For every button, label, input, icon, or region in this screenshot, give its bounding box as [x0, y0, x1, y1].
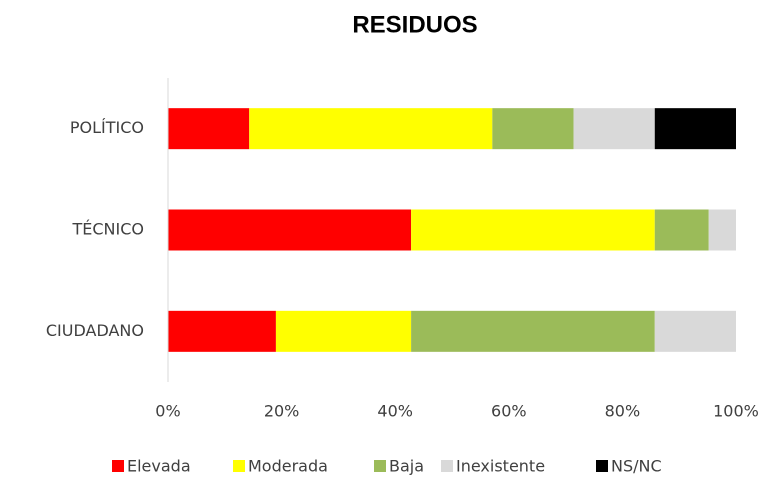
- x-tick-label: 0%: [155, 402, 180, 421]
- legend-label: NS/NC: [611, 457, 662, 476]
- legend-swatch: [374, 460, 386, 472]
- bar-segment: [654, 209, 709, 251]
- y-tick-label: TÉCNICO: [71, 220, 144, 239]
- bar-segment: [708, 209, 736, 251]
- x-tick-label: 20%: [264, 402, 300, 421]
- bar-segment: [654, 310, 736, 352]
- chart-title: RESIDUOS: [352, 11, 477, 38]
- legend-swatch: [596, 460, 608, 472]
- bar-segment: [168, 209, 412, 251]
- y-tick-label: CIUDADANO: [46, 321, 144, 340]
- bar-segment: [411, 310, 655, 352]
- legend-swatch: [233, 460, 245, 472]
- bar-segment: [492, 108, 574, 150]
- bar-segment: [411, 209, 655, 251]
- x-tick-label: 100%: [713, 402, 759, 421]
- bar-segment: [654, 108, 736, 150]
- legend-label: Inexistente: [456, 457, 545, 476]
- legend-swatch: [441, 460, 453, 472]
- legend-label: Elevada: [127, 457, 191, 476]
- bar-segment: [168, 310, 276, 352]
- legend-label: Moderada: [248, 457, 328, 476]
- bar-segment: [573, 108, 655, 150]
- x-tick-label: 40%: [377, 402, 413, 421]
- y-tick-label: POLÍTICO: [70, 118, 144, 137]
- x-tick-label: 80%: [605, 402, 641, 421]
- bar-segment: [275, 310, 412, 352]
- legend-swatch: [112, 460, 124, 472]
- bar-segment: [249, 108, 493, 150]
- x-tick-label: 60%: [491, 402, 527, 421]
- bar-segment: [168, 108, 250, 150]
- legend-label: Baja: [389, 457, 424, 476]
